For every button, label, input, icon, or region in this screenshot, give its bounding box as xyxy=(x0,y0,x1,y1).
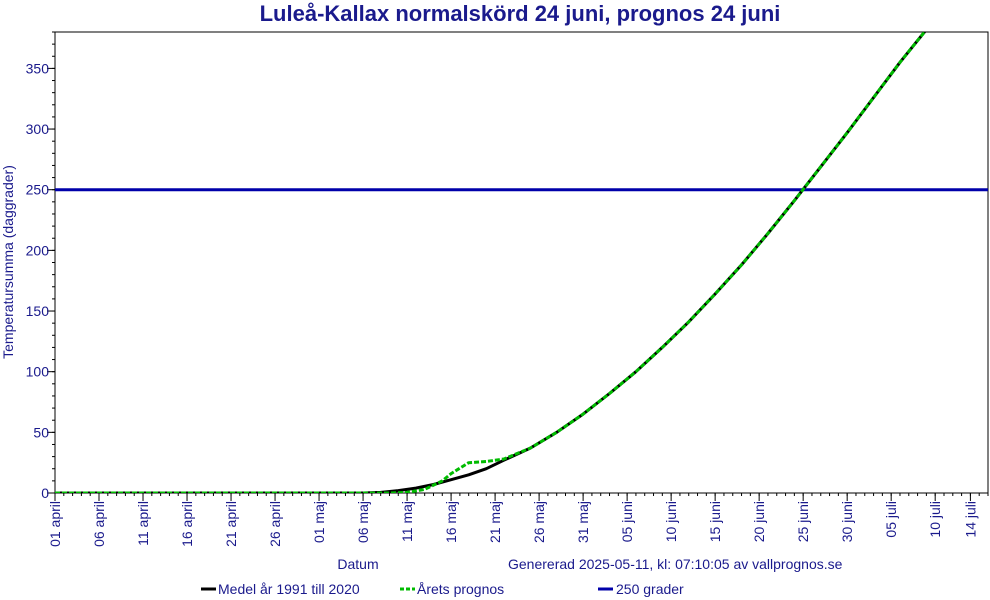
y-tick-label: 0 xyxy=(41,485,49,501)
generated-note: Genererad 2025-05-11, kl: 07:10:05 av va… xyxy=(508,556,843,572)
series-layer xyxy=(55,32,988,493)
x-tick-label: 10 juni xyxy=(663,501,679,542)
y-tick-label: 350 xyxy=(26,60,50,76)
x-tick-label: 06 april xyxy=(91,501,107,547)
legend-label-250: 250 grader xyxy=(616,581,684,597)
x-tick-label: 26 april xyxy=(267,501,283,547)
x-tick-label: 16 april xyxy=(179,501,195,547)
y-tick-label: 300 xyxy=(26,121,50,137)
legend: Medel år 1991 till 2020 Årets prognos 25… xyxy=(201,581,684,597)
x-tick-label: 26 maj xyxy=(531,501,547,543)
chart-title: Luleå-Kallax normalskörd 24 juni, progno… xyxy=(260,1,781,26)
y-tick-label: 150 xyxy=(26,303,50,319)
x-tick-label: 21 maj xyxy=(487,501,503,543)
legend-label-medel: Medel år 1991 till 2020 xyxy=(218,581,360,597)
x-tick-label: 01 maj xyxy=(311,501,327,543)
x-tick-label: 16 maj xyxy=(443,501,459,543)
series-line-prognos xyxy=(55,32,927,493)
y-tick-label: 200 xyxy=(26,242,50,258)
x-tick-label: 14 juli xyxy=(962,501,978,538)
x-tick-label: 06 maj xyxy=(355,501,371,543)
x-tick-label: 20 juni xyxy=(751,501,767,542)
legend-label-prognos: Årets prognos xyxy=(417,581,504,597)
x-tick-label: 30 juni xyxy=(839,501,855,542)
plot-area xyxy=(54,31,989,494)
x-tick-label: 05 juli xyxy=(883,501,899,538)
x-tick-label: 15 juni xyxy=(707,501,723,542)
y-tick-label: 100 xyxy=(26,364,50,380)
x-tick-label: 11 maj xyxy=(399,501,415,542)
x-tick-label: 10 juli xyxy=(927,501,943,538)
x-tick-label: 11 april xyxy=(135,501,151,546)
y-axis: 0 50 100 150 200 250 300 350 xyxy=(26,31,55,501)
x-axis: 01 april 06 april 11 april 16 april 21 april… xyxy=(47,493,989,547)
x-axis-label: Datum xyxy=(337,556,378,572)
y-tick-label: 250 xyxy=(26,182,50,198)
x-tick-label: 21 april xyxy=(223,501,239,547)
y-tick-label: 50 xyxy=(33,424,49,440)
y-axis-label: Temperatursumma (daggrader) xyxy=(0,165,16,359)
x-tick-label: 01 april xyxy=(47,501,63,547)
x-tick-label: 31 maj xyxy=(575,501,591,543)
x-tick-label: 05 juni xyxy=(619,501,635,542)
x-tick-label: 25 juni xyxy=(795,501,811,542)
